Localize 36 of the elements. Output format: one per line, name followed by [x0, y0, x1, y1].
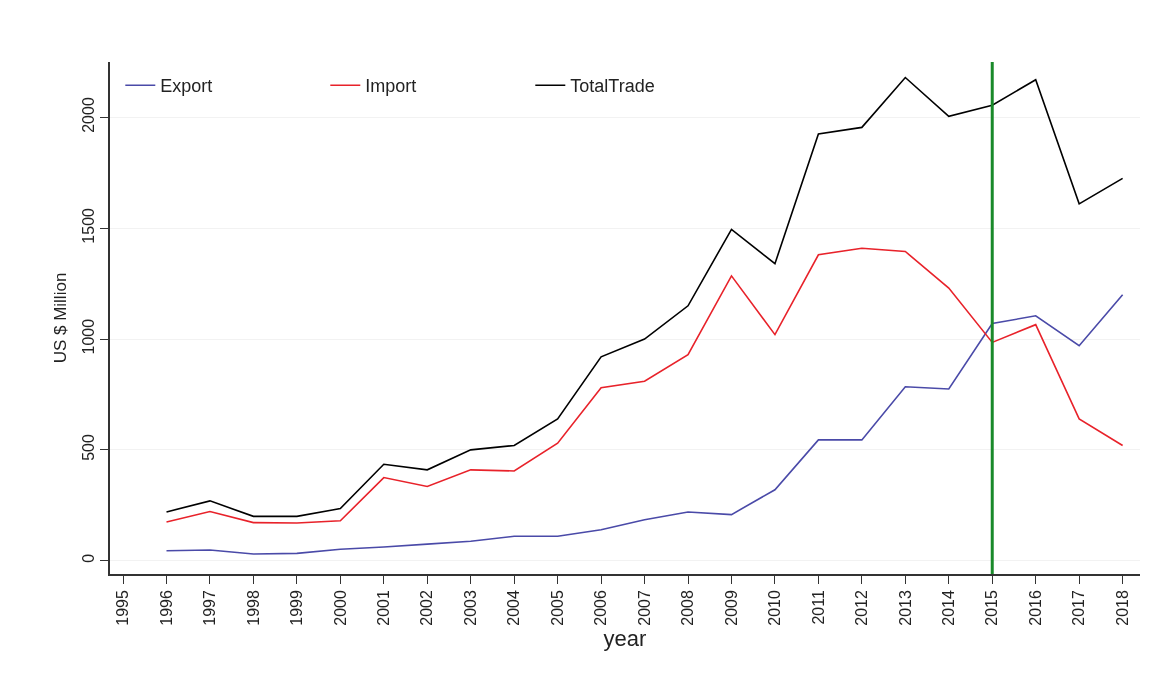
x-tick-label: 1997: [201, 590, 219, 626]
x-tick-label: 2017: [1070, 590, 1088, 626]
x-tick-label: 2012: [853, 590, 871, 626]
y-tick-label: 1500: [79, 207, 97, 244]
x-tick-label: 1998: [244, 590, 262, 626]
legend-label: TotalTrade: [570, 76, 655, 97]
y-tick-label: 0: [79, 553, 97, 563]
x-tick-label: 2005: [548, 590, 566, 626]
legend-label: Import: [365, 76, 417, 97]
x-tick-label: 2014: [939, 590, 957, 626]
x-axis-title: year: [603, 625, 647, 651]
legend-label: Export: [160, 76, 213, 97]
x-tick-label: 2000: [331, 590, 349, 626]
x-tick-label: 2001: [375, 590, 392, 626]
x-tick-label: 2015: [983, 590, 1001, 626]
x-tick-label: 2002: [418, 590, 436, 626]
x-tick-label: 2016: [1026, 590, 1044, 626]
y-tick-label: 500: [79, 434, 97, 461]
x-tick-label: 2008: [679, 590, 697, 626]
x-tick-label: 2013: [896, 590, 914, 626]
x-tick-label: 1995: [114, 590, 132, 626]
x-tick-label: 1996: [157, 590, 175, 626]
x-tick-label: 2007: [635, 590, 653, 626]
x-tick-label: 2006: [592, 590, 610, 626]
y-axis-title: US $ Million: [50, 272, 70, 364]
x-tick-label: 2004: [505, 590, 523, 626]
x-tick-label: 1999: [288, 590, 306, 626]
x-tick-label: 2018: [1113, 590, 1131, 626]
y-tick-label: 1000: [79, 318, 97, 355]
x-tick-label: 2003: [461, 590, 479, 626]
x-tick-label: 2009: [722, 590, 740, 626]
x-tick-label: 2010: [766, 590, 784, 626]
y-tick-label: 2000: [79, 97, 97, 133]
line-series: [165, 293, 1124, 555]
x-tick-label: 2011: [809, 590, 827, 625]
line-series: [165, 247, 1124, 524]
